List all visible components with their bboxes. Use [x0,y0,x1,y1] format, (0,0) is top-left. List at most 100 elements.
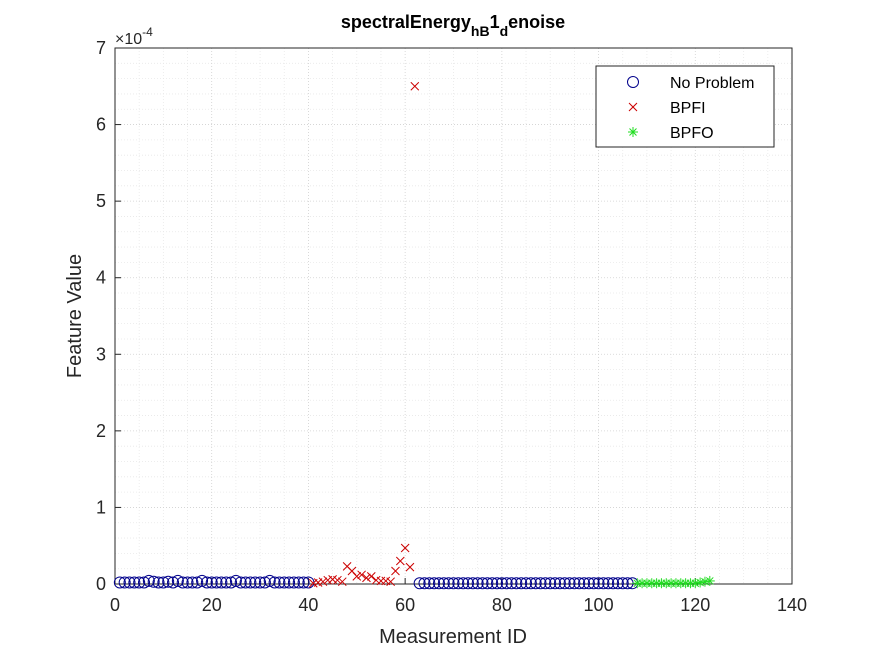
data-point [200,576,213,589]
marker-stroke [371,575,381,585]
markers-layer [113,81,715,590]
y-tick-label: 2 [96,421,106,441]
data-point [442,577,455,590]
data-point [544,577,557,590]
data-point [337,577,347,587]
marker-stroke [337,577,347,587]
data-point [268,576,281,589]
legend-marker [628,102,638,112]
marker-stroke [701,577,709,586]
series-bpfi [308,81,420,588]
marker-stroke [405,562,415,572]
data-point [466,577,479,590]
data-point [278,576,291,589]
plot-area-frame [114,47,793,585]
data-point [176,576,189,589]
data-point [405,562,415,572]
data-point [357,570,366,580]
data-point [515,577,528,590]
marker-stroke [381,576,391,586]
data-point [191,576,204,589]
marker-stroke [318,577,328,587]
data-point [447,577,460,590]
data-point [578,577,591,590]
legend-label: BPFO [670,125,714,142]
x-tick-label: 100 [584,595,614,615]
data-point [597,577,610,590]
data-point [500,577,513,590]
ticks-layer: 0 20 40 60 80 100 120 140 0 1 2 3 4 5 6 7 [96,38,807,615]
y-axis-label: Feature Value [64,254,86,378]
legend-entry-bpfi: BPFI [628,100,706,117]
data-point [292,576,305,589]
marker-stroke [400,543,410,553]
x-tick-label: 0 [110,595,120,615]
data-point [362,573,371,583]
data-point [244,576,257,589]
data-point [395,556,405,566]
data-point [611,577,624,590]
marker-stroke [629,128,637,136]
data-point [418,577,431,590]
data-point [510,577,523,590]
y-tick-label: 6 [96,115,106,135]
data-point [476,577,489,590]
data-point [539,577,552,590]
data-point [452,577,465,590]
data-point [287,576,300,589]
data-point [225,576,238,589]
data-point [138,576,151,589]
marker-stroke [347,566,357,576]
x-tick-label: 120 [680,595,710,615]
marker-stroke [352,571,362,581]
data-point [283,576,296,589]
data-point [229,574,242,587]
data-point [171,574,184,587]
data-point [410,81,420,91]
data-point [573,577,586,590]
marker-stroke [366,571,376,581]
data-point [524,577,537,590]
marker-stroke [391,566,400,576]
marker-stroke [410,81,420,91]
data-point [254,576,267,589]
legend-entries: No Problem BPFI BPFO [627,75,754,142]
data-point [481,577,494,590]
marker-stroke [691,579,700,588]
data-point [568,577,581,590]
y-tick-label: 0 [96,574,106,594]
title-main: spectralEnergy [341,12,471,32]
x-tick-label: 140 [777,595,807,615]
marker-stroke [696,578,704,587]
y-tick-label: 1 [96,497,106,517]
marker-stroke [386,577,395,587]
data-point [239,576,252,589]
legend-marker [627,76,639,88]
data-point [352,571,362,581]
data-point [462,577,475,590]
chart-title: spectralEnergyhB1denoise [341,12,565,39]
x-tick-label: 80 [492,595,512,615]
data-point [181,576,194,589]
data-point [437,577,450,590]
data-point [118,576,131,589]
title-middle: 1 [490,12,500,32]
series-no-problem [113,574,639,590]
legend-label: No Problem [670,75,754,92]
data-point [391,566,400,576]
marker-stroke [342,562,352,571]
legend-marker [628,127,638,137]
data-point [602,577,615,590]
data-point [220,576,233,589]
y-tick-label: 7 [96,38,106,58]
data-point [263,574,276,587]
marker-stroke [333,575,342,585]
data-point [123,576,136,589]
data-point [273,576,286,589]
data-point [505,577,518,590]
marker-stroke [328,575,337,584]
data-point [704,575,715,586]
data-point [592,577,605,590]
data-point [142,574,155,587]
data-point [495,577,508,590]
